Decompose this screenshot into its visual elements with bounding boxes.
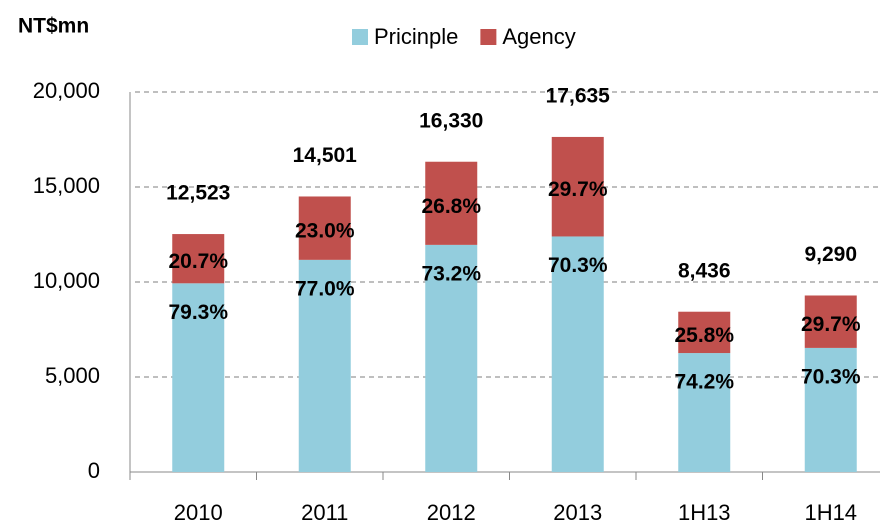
legend-swatch	[352, 29, 368, 45]
share-label: 20.7%	[168, 250, 228, 273]
total-label: 9,290	[804, 243, 857, 266]
share-label: 23.0%	[295, 220, 355, 243]
bar-segment	[551, 236, 604, 472]
y-axis-title: NT$mn	[18, 15, 89, 38]
x-tick-label: 2013	[553, 500, 602, 525]
share-label: 79.3%	[168, 301, 228, 324]
total-label: 16,330	[419, 109, 483, 132]
x-tick-label: 2010	[174, 500, 223, 525]
share-label: 26.8%	[421, 195, 481, 218]
share-label: 74.2%	[674, 371, 734, 394]
share-label: 25.8%	[674, 324, 734, 347]
bar-segment	[804, 347, 857, 472]
legend-swatch	[480, 29, 497, 45]
bar-segment	[425, 161, 478, 245]
total-label: 14,501	[293, 144, 358, 167]
share-label: 29.7%	[548, 178, 608, 201]
y-tick-label: 5,000	[45, 363, 100, 388]
x-tick-label: 1H13	[678, 500, 731, 525]
bar-segment	[298, 196, 351, 260]
bar-segment	[298, 259, 351, 472]
bar-segment	[425, 244, 478, 472]
share-label: 70.3%	[801, 365, 861, 388]
total-label: 8,436	[678, 259, 731, 282]
y-tick-label: 0	[88, 458, 100, 483]
total-label: 17,635	[546, 84, 611, 107]
y-tick-label: 10,000	[33, 268, 100, 293]
bar-segment	[678, 353, 731, 472]
legend-label: Pricinple	[374, 24, 458, 49]
bar-segment	[804, 295, 857, 348]
share-label: 77.0%	[295, 277, 355, 300]
y-tick-label: 20,000	[33, 78, 100, 103]
bar-segment	[551, 136, 604, 237]
share-label: 70.3%	[548, 254, 608, 277]
share-label: 73.2%	[421, 262, 481, 285]
x-tick-label: 2012	[427, 500, 476, 525]
bar-segment	[172, 234, 225, 284]
x-tick-label: 1H14	[804, 500, 857, 525]
share-label: 29.7%	[801, 313, 861, 336]
x-tick-label: 2011	[301, 500, 348, 525]
y-tick-label: 15,000	[33, 173, 100, 198]
bar-segment	[678, 311, 731, 354]
bar-segment	[172, 283, 225, 472]
total-label: 12,523	[166, 182, 230, 205]
legend-label: Agency	[502, 24, 575, 49]
